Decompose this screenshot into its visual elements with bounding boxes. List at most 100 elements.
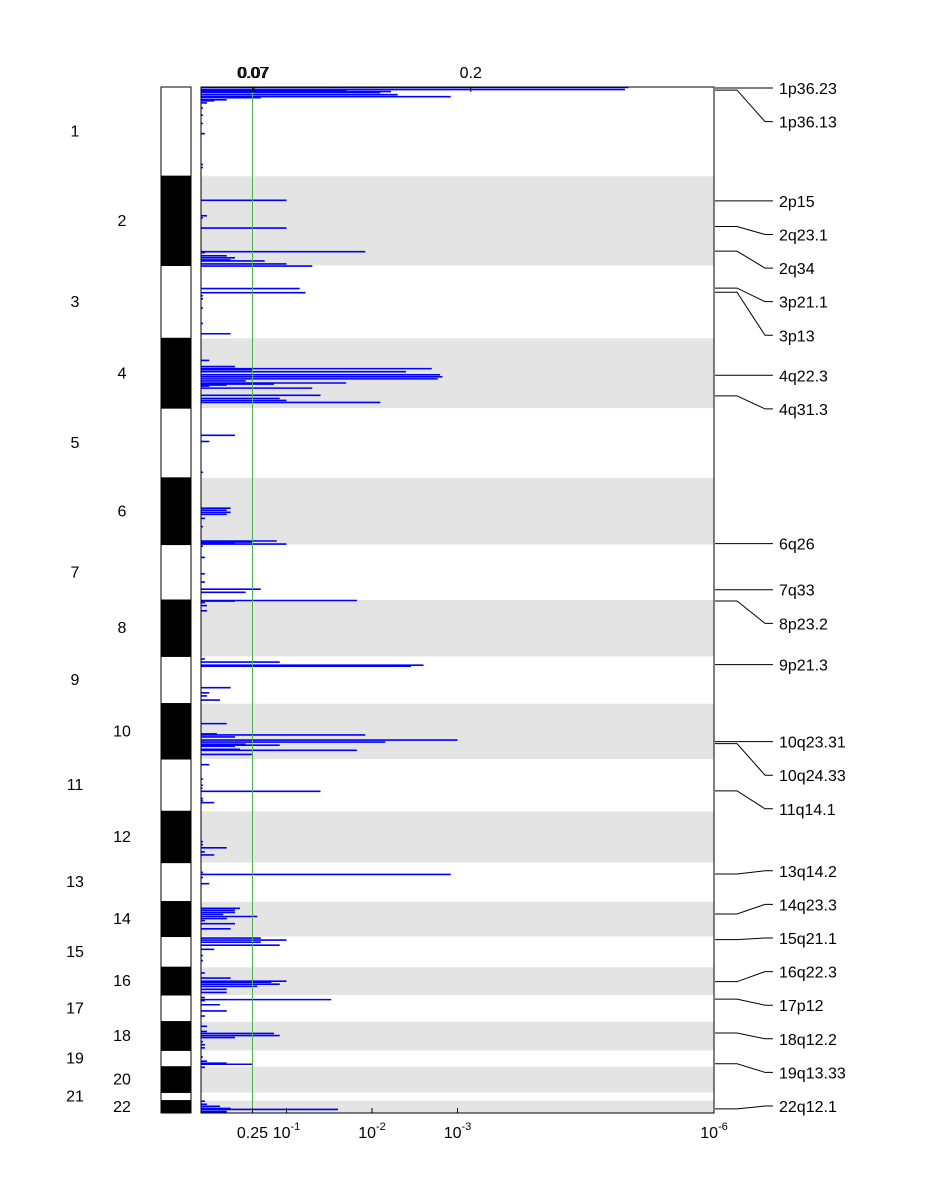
peak-label: 6q26 <box>779 537 815 554</box>
chromosome-label: 15 <box>66 944 84 961</box>
band-chr-18 <box>201 1021 714 1051</box>
peak-label: 4q31.3 <box>779 402 828 419</box>
chromosome-label: 11 <box>67 777 84 794</box>
chromosome-label: 5 <box>71 435 80 452</box>
chromosome-label: 12 <box>113 829 131 846</box>
band-chr-2 <box>201 176 714 266</box>
peak-label: 2q23.1 <box>779 227 828 244</box>
peak-connector <box>715 971 773 983</box>
peak-label: 9p21.3 <box>779 658 828 675</box>
peak-label: 7q33 <box>779 583 815 600</box>
peak-label: 15q21.1 <box>779 931 837 948</box>
peak-connector <box>715 250 773 269</box>
top-axis-ticks: 0.070.07 0.2 <box>237 65 482 92</box>
peak-label: 16q22.3 <box>779 965 837 982</box>
peak-connector <box>715 291 773 336</box>
bottom-tick-label: 0.25 <box>237 1125 268 1142</box>
peak-connector <box>715 1063 773 1073</box>
top-tick-label: 0.07 <box>237 65 268 82</box>
chromosome-label: 20 <box>113 1072 131 1089</box>
chromosome-label: 16 <box>113 973 131 990</box>
chromosome-label: 4 <box>118 365 127 382</box>
peak-connector <box>715 903 773 915</box>
peak-label: 1p36.13 <box>779 115 837 132</box>
chromosome-ideogram <box>160 86 192 1114</box>
peak-connector <box>715 998 773 1006</box>
peak-label: 8p23.2 <box>779 616 828 633</box>
peak-label: 3p13 <box>779 328 815 345</box>
ideogram-chr-16 <box>160 966 192 996</box>
peak-label: 11q14.1 <box>779 802 836 819</box>
ideogram-chr-10 <box>160 703 192 760</box>
peak-label: 3p21.1 <box>779 295 828 312</box>
bottom-tick-label: 10-6 <box>700 1121 728 1142</box>
peak-labels: 1p36.23 1p36.13 2p15 2q23.1 2q34 3p21.1 3p13 4q… <box>715 81 846 1116</box>
ideogram-chr-3 <box>160 265 192 339</box>
band-chr-12 <box>201 811 714 863</box>
top-tick-label: 0.07 <box>238 65 269 82</box>
peak-label: 2q34 <box>779 261 815 278</box>
band-chr-20 <box>201 1066 714 1093</box>
chromosome-label: 18 <box>113 1028 131 1045</box>
chromosome-label: 19 <box>66 1051 84 1068</box>
ideogram-chr-8 <box>160 599 192 657</box>
peak-connector <box>715 600 773 624</box>
chromosome-label: 21 <box>66 1089 84 1106</box>
top-tick-label: 0.2 <box>460 65 482 82</box>
peak-connector <box>715 870 773 875</box>
peak-label: 2p15 <box>779 194 815 211</box>
peak-label: 13q14.2 <box>779 864 837 881</box>
bottom-tick-label: 10-3 <box>444 1121 472 1142</box>
peak-label: 10q23.31 <box>779 735 846 752</box>
peak-label: 18q12.2 <box>779 1032 837 1049</box>
chromosome-label: 17 <box>66 1000 84 1017</box>
chromosome-label: 6 <box>118 503 127 520</box>
ideogram-chr-22 <box>160 1100 192 1114</box>
plot-chromosome-bands <box>201 176 714 1113</box>
chromosome-label: 2 <box>118 213 127 230</box>
chromosome-label: 3 <box>71 294 80 311</box>
bottom-tick-label: 10-1 <box>273 1121 301 1142</box>
ideogram-chr-4 <box>160 337 192 409</box>
ideogram-chr-15 <box>160 936 192 968</box>
ideogram-chr-7 <box>160 544 192 601</box>
ideogram-chr-17 <box>160 994 192 1023</box>
peak-connector <box>715 89 773 123</box>
ideogram-chr-12 <box>160 810 192 864</box>
band-chr-6 <box>201 477 714 545</box>
peak-label: 22q12.1 <box>779 1099 837 1116</box>
peak-connector <box>715 1105 773 1110</box>
ideogram-chr-11 <box>160 758 192 812</box>
chromosome-label: 22 <box>113 1099 131 1116</box>
peak-connector <box>715 287 773 303</box>
ideogram-chr-18 <box>160 1021 192 1051</box>
ideogram-chr-6 <box>160 477 192 546</box>
ideogram-chr-5 <box>160 407 192 479</box>
peak-label: 17p12 <box>779 998 824 1015</box>
bottom-tick-label: 10-2 <box>358 1121 386 1142</box>
peak-connector <box>715 395 773 410</box>
ideogram-chr-20 <box>160 1066 192 1093</box>
chromosome-label: 10 <box>113 723 131 740</box>
peak-label: 4q22.3 <box>779 368 828 385</box>
peak-connector <box>715 1032 773 1040</box>
chromosome-label: 14 <box>113 911 131 928</box>
peak-label: 19q13.33 <box>779 1065 846 1082</box>
peak-connector <box>715 937 773 941</box>
peak-connector <box>715 790 773 810</box>
ideogram-chr-19 <box>160 1049 192 1068</box>
peak-connector <box>715 226 773 235</box>
ideogram-chr-2 <box>160 175 192 267</box>
peak-label: 14q23.3 <box>779 897 837 914</box>
band-chr-8 <box>201 600 714 657</box>
chromosome-label: 1 <box>71 124 80 141</box>
peak-label: 1p36.23 <box>779 81 837 98</box>
chromosome-label: 9 <box>71 672 80 689</box>
band-chr-4 <box>201 338 714 409</box>
chromosome-label: 13 <box>66 874 84 891</box>
ideogram-chr-21 <box>160 1091 192 1102</box>
ideogram-chr-14 <box>160 901 192 938</box>
ideogram-chr-1 <box>160 86 192 177</box>
